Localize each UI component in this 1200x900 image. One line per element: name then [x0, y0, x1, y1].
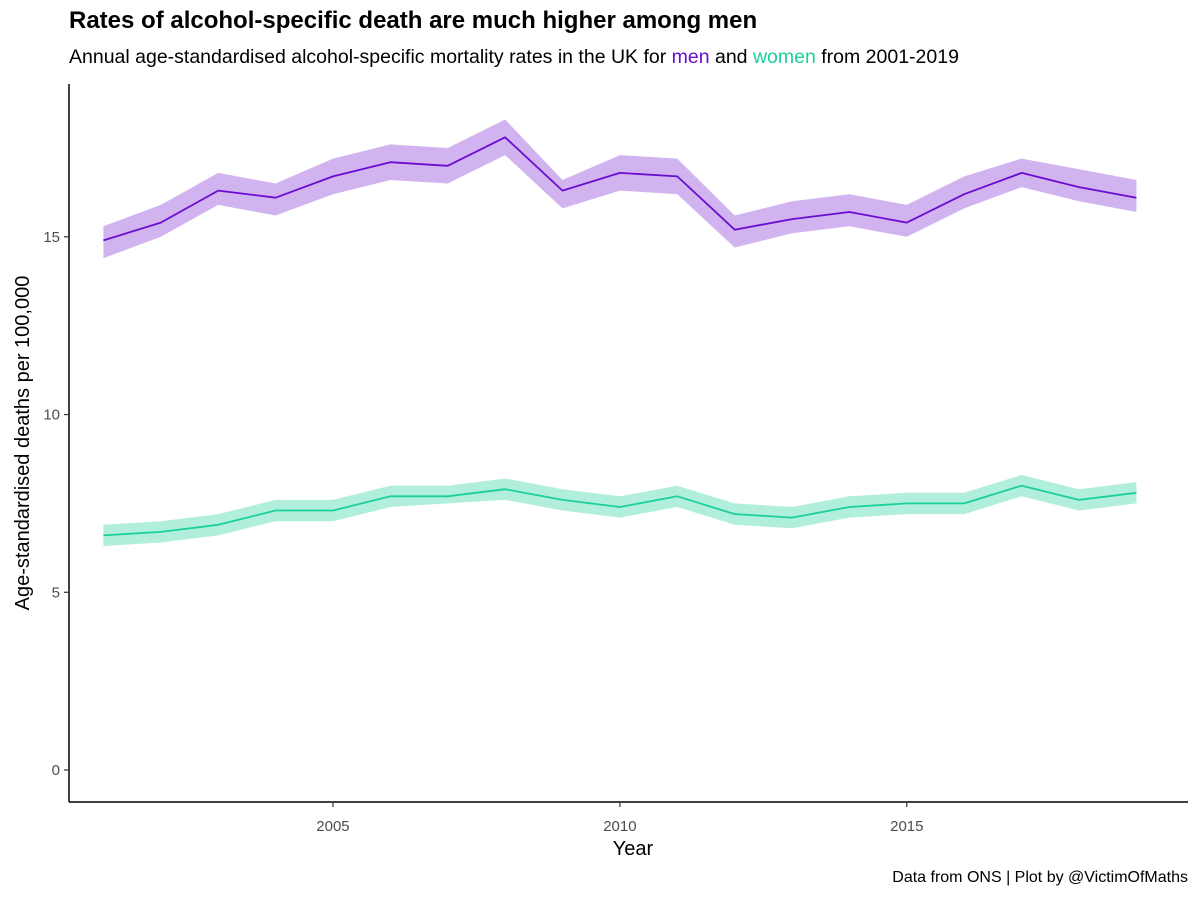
chart-subtitle: Annual age-standardised alcohol-specific… [69, 46, 959, 69]
y-tick-label: 15 [43, 229, 60, 246]
subtitle-women-label: women [752, 46, 816, 68]
x-axis-title: Year [613, 838, 654, 860]
subtitle-text-middle: and [709, 46, 753, 68]
subtitle-text-end: from 2001-2019 [815, 46, 959, 68]
x-tick-label: 2015 [890, 818, 923, 835]
y-tick-label: 5 [52, 584, 60, 601]
chart-caption: Data from ONS | Plot by @VictimOfMaths [892, 869, 1188, 886]
men-series-line [103, 136, 1137, 242]
y-tick-label: 10 [43, 407, 60, 424]
y-tick-label: 0 [52, 762, 60, 779]
x-tick-label: 2005 [316, 818, 349, 835]
men-confidence-ribbon [103, 119, 1137, 259]
y-axis-title: Age-standardised deaths per 100,000 [12, 276, 34, 611]
series-lines [103, 136, 1137, 537]
women-confidence-ribbon [103, 475, 1137, 547]
x-tick-label: 2010 [603, 818, 636, 835]
confidence-ribbons [103, 119, 1137, 547]
x-axis-ticks: 2005 2010 2015 [316, 802, 924, 835]
chart-title: Rates of alcohol-specific death are much… [69, 7, 758, 34]
subtitle-text-start: Annual age-standardised alcohol-specific… [69, 46, 672, 68]
women-series-line [103, 484, 1137, 537]
y-axis-ticks: 0 5 10 15 [43, 229, 69, 779]
subtitle-men-label: men [671, 46, 710, 68]
